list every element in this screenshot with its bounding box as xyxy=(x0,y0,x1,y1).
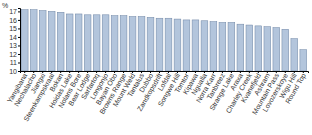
y-tick-label: 11 xyxy=(10,59,17,66)
bar xyxy=(93,15,100,71)
y-tick-label: 13 xyxy=(9,42,17,49)
x-axis: YangibanaNechalachoJiangxiSteenkampskraa… xyxy=(6,71,309,123)
y-tick: 10 xyxy=(9,68,20,75)
bar xyxy=(291,39,298,71)
bar xyxy=(102,15,109,71)
x-tick-mark xyxy=(168,71,169,73)
x-tick-mark xyxy=(69,71,70,73)
bar xyxy=(138,17,145,71)
bar xyxy=(48,11,55,71)
y-tick: 17 xyxy=(9,8,20,15)
y-tick: 12 xyxy=(9,51,20,58)
y-tick-mark xyxy=(18,37,20,38)
y-tick-mark xyxy=(18,28,20,29)
bar xyxy=(201,21,208,71)
x-tick-mark xyxy=(42,71,43,73)
y-tick-mark xyxy=(18,62,20,63)
y-tick-mark xyxy=(18,71,20,72)
x-tick-mark xyxy=(159,71,160,73)
x-tick-mark xyxy=(195,71,196,73)
y-tick-mark xyxy=(18,20,20,21)
x-tick-mark xyxy=(123,71,124,73)
bar xyxy=(174,19,181,71)
bar xyxy=(21,10,28,71)
bar xyxy=(147,17,154,71)
x-tick-mark xyxy=(150,71,151,73)
y-tick: 15 xyxy=(9,25,20,32)
bar xyxy=(219,22,226,71)
y-tick: 16 xyxy=(9,17,20,24)
chart: 10 1112 1314 1516 17 YangibanaNechalachoJiang… xyxy=(0,0,312,135)
x-tick-mark xyxy=(24,71,25,73)
x-tick-mark xyxy=(213,71,214,73)
bar xyxy=(246,25,253,71)
bar xyxy=(165,18,172,71)
x-tick-label: Round Top xyxy=(284,72,308,105)
bar xyxy=(273,28,280,71)
bar xyxy=(282,29,289,71)
y-tick: 14 xyxy=(9,34,20,41)
y-tick-label: 16 xyxy=(9,17,17,24)
x-tick-mark xyxy=(186,71,187,73)
x-tick-mark xyxy=(114,71,115,73)
y-tick-mark xyxy=(18,11,20,12)
x-tick-mark xyxy=(78,71,79,73)
bar xyxy=(156,18,163,71)
y-tick: 11 xyxy=(10,59,20,66)
y-axis: 10 1112 1314 1516 17 xyxy=(9,8,20,75)
bar xyxy=(237,24,244,71)
x-tick-mark xyxy=(96,71,97,73)
bar xyxy=(120,16,127,71)
x-tick-mark xyxy=(303,71,304,73)
x-tick-mark xyxy=(87,71,88,73)
bar xyxy=(57,12,64,71)
bars xyxy=(21,10,306,71)
bar xyxy=(210,22,217,71)
bar xyxy=(39,11,46,71)
x-tick-mark xyxy=(60,71,61,73)
x-tick: Steenkampskraal xyxy=(22,71,56,123)
y-tick-mark xyxy=(18,45,20,46)
y-tick-mark xyxy=(18,54,20,55)
x-tick: Round Top xyxy=(284,71,308,105)
x-tick-mark xyxy=(105,71,106,73)
bar xyxy=(111,16,118,71)
x-tick-mark xyxy=(141,71,142,73)
bar xyxy=(66,14,73,71)
y-tick-label: 10 xyxy=(9,68,17,75)
x-tick-mark xyxy=(177,71,178,73)
x-tick-mark xyxy=(231,71,232,73)
y-tick-label: 12 xyxy=(9,51,17,58)
x-tick-mark xyxy=(267,71,268,73)
x-tick-mark xyxy=(285,71,286,73)
y-tick-label: 15 xyxy=(9,25,17,32)
x-tick-mark xyxy=(294,71,295,73)
y-axis-line xyxy=(18,9,21,72)
bar xyxy=(183,20,190,71)
x-tick-mark xyxy=(132,71,133,73)
x-tick-mark xyxy=(204,71,205,73)
y-axis-title: % xyxy=(2,2,8,9)
bar xyxy=(255,26,262,71)
x-tick-mark xyxy=(240,71,241,73)
y-tick-label: 14 xyxy=(9,34,17,41)
x-tick-mark xyxy=(51,71,52,73)
bar xyxy=(75,14,82,71)
bar xyxy=(300,50,307,71)
bar xyxy=(129,17,136,71)
bar xyxy=(264,27,271,71)
bar xyxy=(228,22,235,71)
bar xyxy=(30,10,37,71)
y-tick-label: 17 xyxy=(9,8,17,15)
x-tick-mark xyxy=(222,71,223,73)
x-tick-mark xyxy=(276,71,277,73)
bar xyxy=(192,20,199,71)
y-tick: 13 xyxy=(9,42,20,49)
x-tick-mark xyxy=(249,71,250,73)
bar xyxy=(84,15,91,71)
x-tick-mark xyxy=(258,71,259,73)
x-tick-label: Steenkampskraal xyxy=(22,72,56,123)
x-tick-mark xyxy=(33,71,34,73)
